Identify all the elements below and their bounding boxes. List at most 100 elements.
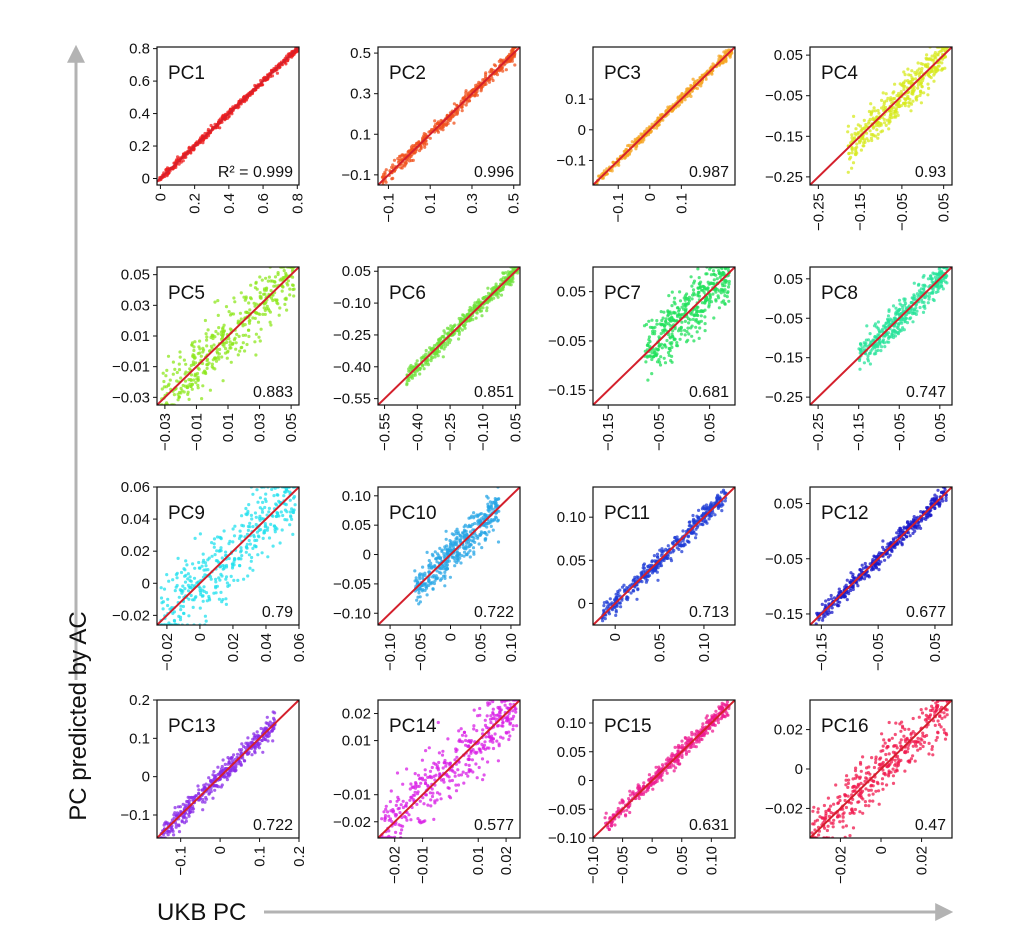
data-point [672,318,676,322]
data-point [487,80,491,84]
data-point [238,529,242,533]
data-point [927,73,931,77]
data-point [616,591,620,595]
data-point [895,311,899,315]
data-point [886,96,890,100]
data-point [650,560,654,564]
data-point [423,571,427,575]
data-point [182,390,186,394]
data-point [170,606,174,610]
data-point [694,325,698,329]
data-point [450,543,454,547]
data-point [465,553,469,557]
data-point [697,282,701,286]
data-point [198,347,202,351]
data-point [489,518,494,522]
data-point [453,559,457,563]
data-point [216,299,220,303]
data-point [267,510,271,514]
data-point [660,346,664,350]
data-point [205,357,210,361]
data-point [210,334,214,338]
data-point [455,540,459,545]
data-point [497,59,501,64]
x-tick-label: 0 [607,633,624,641]
x-tick-label: 0 [642,193,659,201]
data-point [705,272,709,276]
data-point [198,532,202,536]
data-point [403,153,407,157]
data-point [940,68,944,72]
data-point [254,332,258,336]
data-point [272,494,276,498]
data-point [690,284,694,288]
data-point [937,64,941,68]
data-point [211,336,215,341]
data-point [691,288,696,292]
y-tick-label: 0.03 [121,297,150,314]
data-point [422,132,426,136]
x-tick-label: 0.2 [187,193,204,214]
data-point [720,509,724,513]
data-point [909,300,914,305]
data-point [466,91,470,95]
data-point [936,287,940,291]
data-point [445,343,450,347]
data-point [254,515,258,519]
data-point [182,611,186,616]
data-point [476,536,480,540]
data-point [190,341,195,345]
data-point [877,111,881,115]
data-point [850,133,854,137]
data-point [685,330,689,334]
data-point [230,562,234,566]
data-point [914,97,918,101]
y-tick-label: 0.05 [557,552,586,569]
data-point [689,275,693,279]
data-point [630,140,634,144]
data-point [719,273,723,277]
data-point [922,283,927,287]
data-point [187,378,191,382]
data-point [450,326,454,331]
data-point [708,514,713,518]
data-point [926,277,931,281]
y-tick-label: 0.05 [774,47,803,64]
data-point [928,292,932,296]
data-point [193,372,197,376]
data-point [484,71,488,75]
data-point [487,505,491,509]
data-point [887,308,891,312]
data-point [244,333,248,337]
data-point [679,332,684,336]
data-point [725,291,730,295]
data-point [901,81,906,85]
data-point [671,329,675,333]
identity-line [378,267,520,405]
data-point [870,138,874,143]
data-point [886,314,891,318]
data-point [863,561,867,566]
data-point [916,83,920,87]
data-point [880,329,884,333]
data-point [473,94,477,98]
data-point [271,298,275,303]
data-point [241,333,245,337]
data-point [689,94,693,98]
data-point [443,345,447,349]
data-point [919,62,923,66]
data-point [887,335,891,339]
x-tick-label: −0.10 [382,633,399,671]
data-point [727,279,731,284]
data-point [854,127,858,131]
data-point [668,319,672,323]
data-point [500,66,504,71]
data-point [229,574,233,579]
data-point [383,172,387,176]
data-point [714,290,718,294]
data-point [678,337,682,341]
data-point [167,382,171,386]
data-point [636,575,640,579]
